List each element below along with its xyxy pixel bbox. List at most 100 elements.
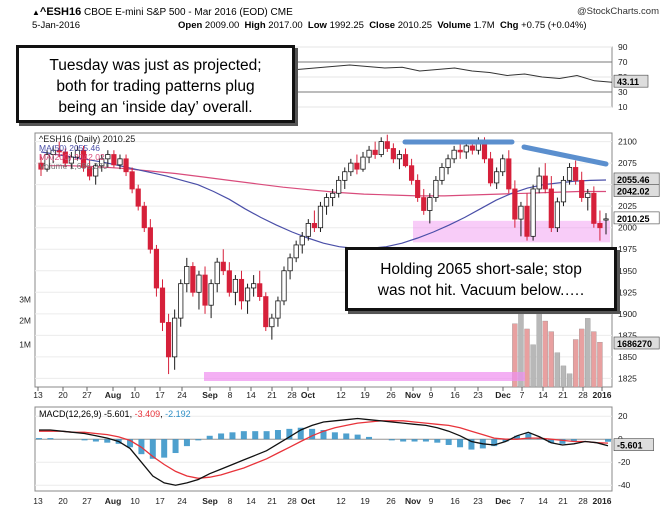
candle-body bbox=[208, 283, 214, 306]
x-tick-label-bottom: 24 bbox=[177, 496, 187, 506]
macd-histogram-bar bbox=[525, 433, 532, 440]
macd-histogram-bar bbox=[218, 433, 225, 440]
x-tick-label-bottom: Dec bbox=[495, 496, 511, 506]
macd-tick-label: 20 bbox=[618, 411, 628, 421]
exchange: CME bbox=[270, 7, 293, 18]
macd-histogram-bar bbox=[274, 430, 281, 440]
macd-histogram-bar bbox=[366, 436, 373, 440]
price-tick-label: 1850 bbox=[618, 352, 637, 362]
macd-histogram-bar bbox=[548, 439, 555, 443]
candle-body bbox=[129, 171, 135, 190]
support-zone bbox=[413, 220, 610, 243]
legend-ma200: MA(200) 2042.02 bbox=[39, 152, 105, 162]
low-label: Low bbox=[307, 20, 327, 31]
candle-body bbox=[287, 257, 293, 272]
macd-histogram-bar bbox=[513, 435, 520, 440]
candle-body bbox=[56, 149, 62, 153]
rsi-tick-label: 90 bbox=[618, 42, 628, 52]
macd-signal-line bbox=[39, 420, 609, 479]
macd-line bbox=[39, 417, 609, 486]
volume-bar bbox=[542, 320, 548, 388]
macd-value-tag: -5.601 bbox=[617, 441, 643, 451]
candle-body bbox=[560, 179, 567, 203]
candle-body bbox=[372, 149, 378, 155]
volume-bar bbox=[536, 312, 542, 388]
price-tick-label: 2025 bbox=[618, 201, 637, 211]
candle-body bbox=[439, 167, 445, 181]
candle-body bbox=[445, 158, 451, 168]
volume-bar bbox=[566, 373, 573, 388]
candle-body bbox=[585, 192, 591, 198]
candle-body bbox=[506, 158, 512, 190]
ohlc-readout: Open 2009.00 High 2017.00 Low 1992.25 Cl… bbox=[178, 20, 587, 31]
candle-body bbox=[512, 188, 518, 220]
price-tick-label: 1825 bbox=[618, 373, 637, 383]
volume-bar bbox=[530, 344, 536, 388]
candle-body bbox=[554, 201, 560, 229]
rsi-value-tag-box bbox=[613, 74, 649, 88]
volume-bar bbox=[579, 328, 585, 388]
candle-body bbox=[299, 235, 305, 246]
x-tick-label: 12 bbox=[336, 390, 346, 400]
macd-histogram-bar bbox=[491, 439, 498, 447]
volume-tick-label: 3M bbox=[19, 295, 31, 305]
x-tick-label: Nov bbox=[405, 390, 421, 400]
macd-histogram-bar bbox=[127, 439, 134, 448]
candle-body bbox=[494, 171, 500, 184]
annotation-line: being an ‘inside day’ overall. bbox=[58, 99, 253, 116]
candle-body bbox=[147, 227, 153, 250]
candle-body bbox=[44, 154, 50, 170]
description: CBOE E-mini S&P 500 - Mar 2016 (EOD) bbox=[83, 7, 268, 18]
volume-bar bbox=[591, 331, 597, 388]
x-tick-label: 19 bbox=[360, 390, 370, 400]
candle-body bbox=[500, 158, 506, 173]
ma50-line bbox=[40, 151, 607, 249]
candle-body bbox=[342, 171, 348, 181]
macd-histogram-bar bbox=[229, 432, 236, 440]
price-tick-label: 1925 bbox=[618, 287, 637, 297]
x-tick-label-bottom: 20 bbox=[58, 496, 68, 506]
high-label: High bbox=[244, 20, 266, 31]
macd-tick-label: -40 bbox=[618, 480, 631, 490]
candle-body bbox=[232, 278, 239, 293]
price-tick-label: 2000 bbox=[618, 223, 637, 233]
target-zone bbox=[204, 372, 525, 381]
open-label: Open bbox=[178, 20, 203, 31]
macd-histogram-bar bbox=[320, 430, 327, 440]
x-tick-label: 23 bbox=[473, 390, 483, 400]
chart-date: 5-Jan-2016 bbox=[32, 20, 81, 31]
x-tick-label: 13 bbox=[33, 390, 43, 400]
chart-header: ▲^ESH16 CBOE E-mini S&P 500 - Mar 2016 (… bbox=[0, 0, 671, 38]
annotation-top-left: Tuesday was just as projected; both for … bbox=[16, 45, 295, 123]
macd-value-tag-box bbox=[613, 438, 654, 451]
x-tick-label: Aug bbox=[105, 390, 122, 400]
candle-body bbox=[80, 149, 87, 168]
x-tick-label: 14 bbox=[246, 390, 256, 400]
macd-histogram-bar bbox=[286, 428, 293, 440]
macd-histogram-bar bbox=[81, 439, 88, 441]
high-value: 2017.00 bbox=[268, 20, 303, 31]
x-tick-label-bottom: 2016 bbox=[593, 496, 612, 506]
macd-histogram-bar bbox=[195, 439, 202, 441]
close-value-tag: 2010.25 bbox=[617, 214, 650, 224]
candle-body bbox=[530, 188, 536, 237]
candle-body bbox=[518, 205, 524, 220]
candle-body bbox=[378, 141, 384, 155]
x-tick-label: 16 bbox=[450, 390, 460, 400]
candle-body bbox=[354, 162, 360, 170]
candle-body bbox=[597, 223, 603, 229]
source-credit: @StockCharts.com bbox=[577, 6, 659, 17]
x-tick-label-bottom: 9 bbox=[429, 496, 434, 506]
x-tick-label: 26 bbox=[386, 390, 396, 400]
macd-histogram-bar bbox=[92, 439, 99, 442]
x-tick-label: 7 bbox=[520, 390, 525, 400]
candle-body bbox=[135, 188, 141, 207]
x-tick-label: Oct bbox=[301, 390, 315, 400]
open-value: 2009.00 bbox=[204, 20, 240, 31]
volume-tick-label: 2M bbox=[19, 316, 31, 326]
candle-body bbox=[202, 274, 208, 306]
candle-body bbox=[111, 154, 117, 166]
legend-main: ^ESH16 (Daily) 2010.25 bbox=[39, 134, 135, 144]
legend-volume: Volume 1,686,270 bbox=[39, 161, 108, 171]
candle-body bbox=[172, 317, 178, 358]
